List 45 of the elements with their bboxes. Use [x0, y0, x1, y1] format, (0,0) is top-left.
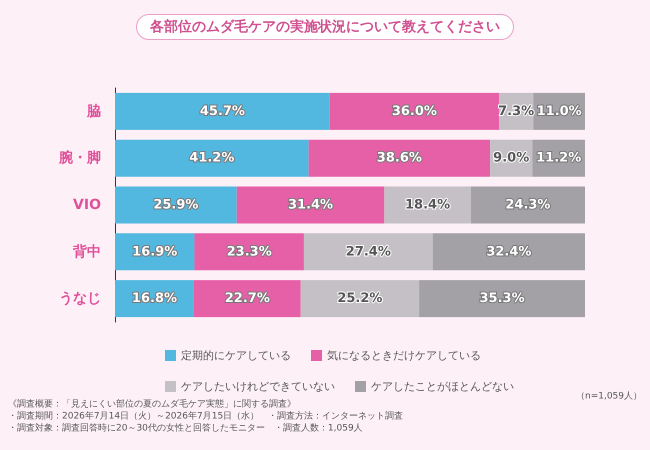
bar [304, 233, 433, 270]
bar [115, 140, 309, 177]
data-label: 27.4% [346, 244, 391, 260]
data-label: 38.6% [376, 150, 422, 166]
data-label: 23.3% [226, 244, 272, 260]
data-label: 45.7% [200, 104, 245, 119]
data-label: 9.0% [493, 150, 530, 166]
bar [308, 140, 490, 177]
bar [330, 92, 499, 130]
y-tick-label: うなじ [59, 290, 101, 307]
bar [432, 233, 585, 270]
data-label: 25.2% [337, 291, 382, 306]
data-label: 16.8% [132, 291, 178, 306]
data-label: 7.3% [498, 104, 534, 119]
data-label: 24.3% [505, 198, 550, 212]
bar [115, 92, 330, 130]
y-tick-label: 脇 [86, 103, 101, 120]
text: ・調査対象：調査回答時に20～30代の女性と回答したモニター ・調査人数：1,059人 [8, 422, 363, 434]
legend-label: ケアしたことがほとんどない [371, 380, 514, 393]
bar [300, 280, 420, 318]
data-label: 25.9% [153, 198, 198, 212]
legend-label: 定期的にケアしている [181, 349, 291, 362]
data-label: 36.0% [392, 104, 437, 119]
y-tick-label: 背中 [72, 244, 101, 260]
bar [236, 186, 384, 224]
y-tick-label: VIO [73, 197, 102, 213]
data-label: 41.2% [189, 150, 234, 166]
data-label: 32.4% [486, 244, 532, 260]
y-tick-label: 腕・脚 [58, 149, 101, 166]
data-label: 31.4% [288, 198, 334, 212]
text: 《調査概要：「見えにくい部位の夏のムダ毛ケア実態」に関する調査》 [8, 398, 296, 410]
data-label: 22.7% [224, 291, 270, 306]
data-label: 18.4% [404, 198, 450, 212]
bar [115, 186, 237, 224]
data-label: 11.0% [536, 104, 582, 119]
bar [419, 280, 585, 318]
legend-label: 気になるときだけケアしている [327, 349, 481, 362]
data-label: 11.2% [536, 150, 582, 166]
data-label: 16.9% [132, 244, 178, 260]
text: ・調査期間：2026年7月14日（火）～2026年7月15日（水） ・調査方法：インターネット調査 [8, 410, 404, 422]
legend-label: ケアしたいけれどできていない [181, 380, 335, 393]
text: （n=1,059人） [576, 390, 642, 402]
data-label: 35.3% [479, 291, 525, 306]
bar [470, 186, 585, 224]
chart-title: 各部位のムダ毛ケアの実施状況について教えてください [149, 18, 500, 35]
